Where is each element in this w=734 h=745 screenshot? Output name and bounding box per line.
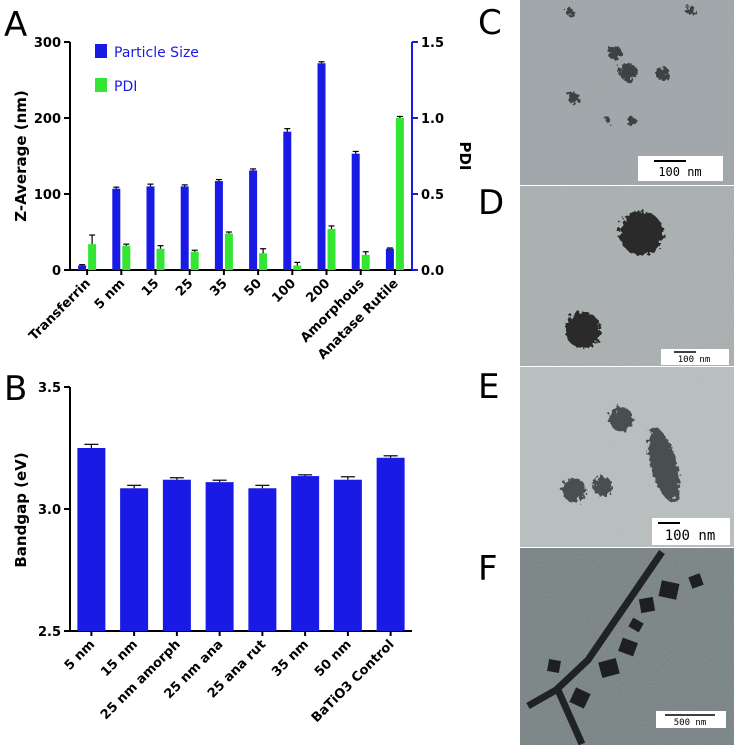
chart-a-xtick-label: 25	[173, 276, 196, 299]
nanoparticle-cluster	[565, 312, 601, 348]
legend-swatch-pdi	[95, 78, 107, 92]
nanoparticle-cluster	[685, 5, 695, 15]
nanoparticle-cluster	[566, 8, 574, 16]
scalebar-label-e: 100 nm	[665, 528, 716, 544]
nanoparticle-cluster	[656, 67, 670, 81]
nanoparticle-cluster	[627, 117, 637, 127]
bar-bandgap	[205, 482, 234, 631]
scalebar-label-c: 100 nm	[658, 165, 701, 179]
bar-pdi	[361, 254, 370, 270]
chart-a-xtick-label: 15	[139, 276, 162, 299]
chart-a-xtick-label: 100	[269, 276, 299, 306]
bar-pdi	[88, 244, 97, 270]
bar-particle-size	[78, 265, 87, 270]
chart-a-ylabel-right: PDI	[456, 141, 474, 170]
panel-letter-a: A	[4, 5, 27, 45]
chart-a-ytick-right-label: 0.0	[421, 264, 444, 279]
panel-letter-b: B	[4, 369, 27, 409]
bar-particle-size	[249, 170, 258, 270]
bar-pdi	[190, 251, 199, 270]
chart-a-ytick-right-label: 1.5	[421, 36, 444, 51]
chart-a-ytick-right-label: 1.0	[421, 112, 444, 127]
carbon-grid-bar	[554, 688, 586, 745]
nanoparticle-cluster	[605, 117, 611, 123]
panel-letter-d: D	[478, 183, 504, 223]
micrograph-e-grain	[520, 367, 734, 547]
bar-particle-size	[180, 186, 189, 270]
bar-particle-size	[214, 181, 223, 270]
micrograph-c: 100 nm	[520, 0, 734, 185]
legend-label-particle-size: Particle Size	[114, 45, 199, 61]
chart-a-ytick-right-label: 0.5	[421, 188, 444, 203]
chart-a-ytick-label: 0	[52, 264, 61, 279]
scalebar-label-d: 100 nm	[678, 355, 711, 365]
scalebar-box-d	[661, 349, 729, 365]
legend-swatch-particle-size	[95, 44, 107, 58]
carbon-grid-bar	[526, 550, 665, 710]
bar-particle-size	[385, 248, 394, 270]
chart-b-xtick-label: 15 nm	[98, 637, 141, 680]
nanoparticle-cluster	[619, 63, 637, 81]
bar-particle-size	[317, 63, 326, 270]
nanoparticle-cluster	[609, 407, 633, 431]
panel-letter-f: F	[478, 549, 498, 589]
chart-b-xtick-label: BaTiO3 Control	[309, 637, 398, 726]
bar-particle-size	[112, 188, 121, 270]
scalebar-label-f: 500 nm	[674, 718, 707, 728]
bar-pdi	[122, 245, 131, 270]
chart-a-xtick-label: Transferrin	[26, 276, 94, 344]
micrograph-d: 100 nm	[520, 186, 734, 366]
chart-b-xtick-label: 25 nm amorph	[98, 637, 184, 723]
bar-bandgap	[376, 457, 405, 631]
nanoparticle-cluster	[562, 478, 586, 502]
micrograph-d-grain	[520, 186, 734, 366]
bar-bandgap	[77, 448, 106, 631]
chart-a-ytick-label: 200	[34, 112, 61, 127]
crystal-cluster	[547, 573, 704, 709]
bar-bandgap	[291, 476, 320, 631]
chart-a-ytick-label: 300	[34, 36, 61, 51]
micrograph-e: 100 nm	[520, 367, 734, 547]
chart-b-ylabel: Bandgap (eV)	[12, 452, 30, 567]
chart-b-ytick-label: 3.0	[38, 503, 61, 518]
nanoparticle-cluster	[619, 211, 663, 255]
micrograph-f: 500 nm	[520, 548, 734, 745]
chart-b-ytick-label: 3.5	[38, 381, 61, 396]
bar-pdi	[327, 228, 336, 270]
legend-label-pdi: PDI	[114, 79, 137, 95]
bar-bandgap	[333, 479, 362, 631]
chart-b-xtick-label: 35 nm	[269, 637, 312, 680]
panel-letter-e: E	[478, 367, 499, 407]
bar-bandgap	[162, 479, 191, 631]
nanoparticle-cluster	[568, 92, 580, 104]
chart-b-ytick-label: 2.5	[38, 625, 61, 640]
bar-pdi	[259, 253, 268, 270]
bar-pdi	[293, 265, 302, 270]
nanoparticle-cluster	[592, 476, 612, 496]
panel-letter-c: C	[478, 3, 502, 43]
chart-a-xtick-label: 35	[207, 276, 230, 299]
bar-pdi	[395, 118, 404, 270]
chart-b-xtick-label: 5 nm	[62, 637, 98, 673]
chart-a-ylabel: Z-Average (nm)	[12, 90, 30, 222]
nanoparticle-cluster	[608, 46, 622, 60]
bar-particle-size	[146, 186, 155, 270]
bar-bandgap	[120, 488, 149, 631]
nanoparticle-cluster	[648, 428, 680, 502]
chart-a-xtick-label: 5 nm	[92, 276, 128, 312]
micrograph-c-grain	[520, 0, 734, 185]
chart-a: Z-Average (nm) PDI 01002003000.00.51.01.…	[12, 36, 474, 363]
bar-pdi	[224, 233, 233, 270]
bar-pdi	[156, 248, 165, 270]
bar-particle-size	[283, 131, 292, 270]
bar-bandgap	[248, 488, 277, 631]
chart-a-ytick-label: 100	[34, 188, 61, 203]
chart-a-xtick-label: 50	[242, 276, 265, 299]
bar-particle-size	[351, 153, 360, 270]
chart-b-xtick-label: 50 nm	[312, 637, 355, 680]
chart-a-xtick-label: 200	[304, 276, 334, 306]
